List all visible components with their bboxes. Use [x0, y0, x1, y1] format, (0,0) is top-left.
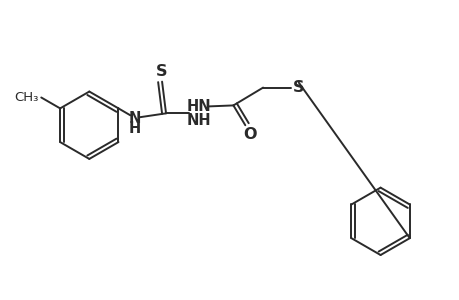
Text: H: H	[128, 121, 140, 136]
Text: NH: NH	[186, 113, 211, 128]
Text: S: S	[292, 80, 304, 95]
Text: O: O	[243, 127, 257, 142]
Text: S: S	[156, 64, 168, 79]
Text: HN: HN	[186, 99, 211, 114]
Text: CH₃: CH₃	[14, 91, 38, 104]
Text: N: N	[128, 111, 140, 126]
